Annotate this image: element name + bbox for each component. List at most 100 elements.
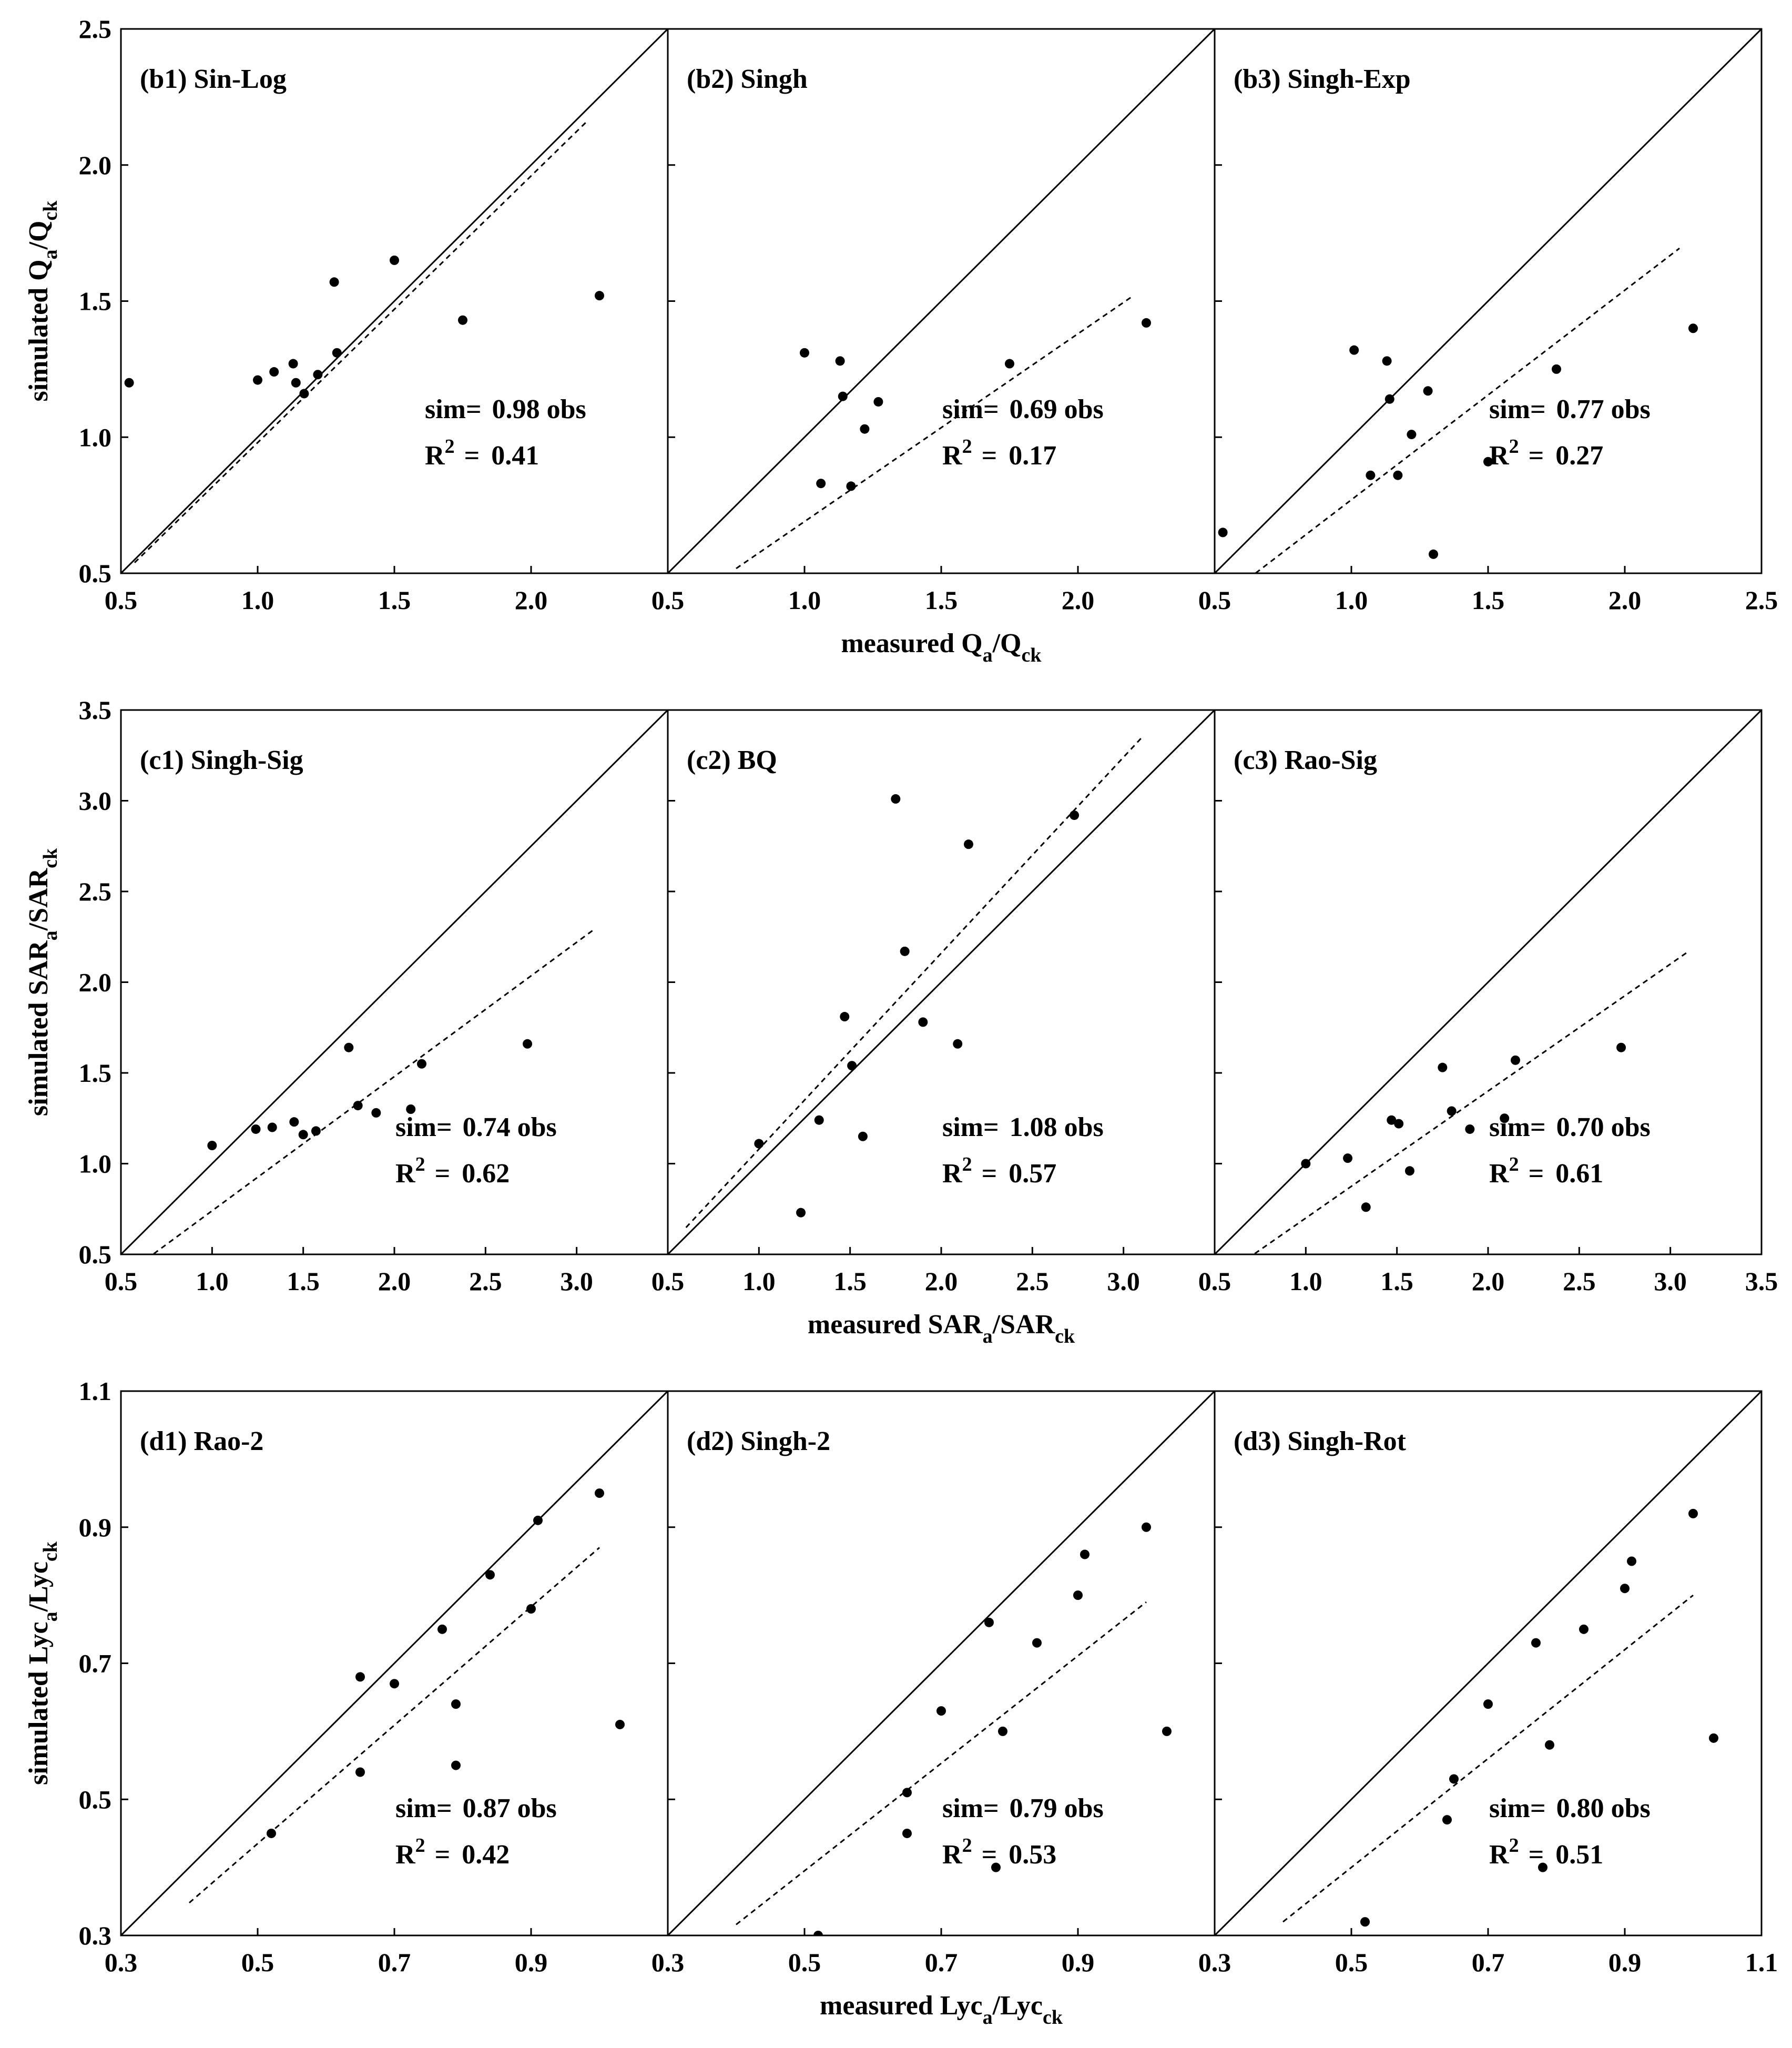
data-point: [332, 348, 342, 358]
y-tick-label: 2.0: [79, 150, 112, 180]
data-point: [451, 1760, 461, 1770]
data-point: [953, 1039, 963, 1049]
sim-label: sim=: [395, 1112, 452, 1142]
fit-line: [736, 1601, 1147, 1925]
data-point: [900, 946, 910, 956]
x-axis-title-sub1: a: [983, 644, 993, 666]
x-axis-title-sub2: ck: [1043, 2006, 1063, 2029]
data-point: [1404, 1166, 1414, 1176]
panel-frame: [1214, 1390, 1763, 1937]
data-point: [526, 1604, 536, 1614]
r2-eq: =: [435, 1159, 451, 1189]
r2-value: 0.42: [462, 1840, 510, 1870]
y-tick-label: 1.1: [79, 1376, 112, 1406]
r2-annotation: R2 = 0.57: [942, 1153, 1056, 1189]
x-tick-label: 0.9: [1062, 1948, 1095, 1977]
x-tick-label: 2.5: [1745, 585, 1778, 615]
panel-title: (b2) Singh: [687, 64, 808, 94]
slope-annotation: sim= 0.87 obs: [395, 1793, 557, 1823]
x-tick-label: 2.0: [925, 1266, 958, 1296]
slope-value: 0.87 obs: [463, 1793, 557, 1823]
data-point: [371, 1108, 381, 1118]
panel-frame: [1214, 28, 1763, 574]
x-tick-label: 1.0: [742, 1266, 776, 1296]
data-point: [873, 397, 883, 407]
data-point: [417, 1059, 426, 1069]
data-point: [267, 1828, 276, 1838]
r2-annotation: R2 = 0.61: [1489, 1153, 1603, 1189]
y-axis-title-sub1: a: [39, 930, 62, 940]
slope-annotation: sim= 0.69 obs: [942, 394, 1104, 424]
y-tick-label: 2.0: [79, 968, 112, 997]
x-axis-title-main: measured Lyc: [820, 1991, 983, 2021]
data-point: [299, 389, 309, 399]
sim-label: sim=: [942, 394, 999, 424]
r2-eq: =: [1529, 1159, 1544, 1189]
r2-eq: =: [1529, 1840, 1544, 1870]
x-axis-title-mid: /SAR: [992, 1310, 1056, 1340]
one-to-one-line: [668, 710, 1215, 1254]
data-point: [1032, 1638, 1042, 1648]
y-axis-title: simulated Qa/Qck: [24, 200, 62, 402]
x-axis-title-main: measured Q: [841, 628, 982, 658]
data-point: [1360, 1917, 1370, 1927]
fit-line: [153, 928, 596, 1254]
y-axis-title-sub1: a: [39, 1611, 62, 1621]
x-axis-title-main: measured SAR: [808, 1310, 983, 1340]
data-point: [1688, 1508, 1698, 1518]
data-point: [1442, 1815, 1452, 1825]
r2-value: 0.17: [1009, 441, 1056, 471]
data-point: [485, 1570, 495, 1580]
y-axis-title-main: simulated SAR: [24, 940, 54, 1116]
r2-sup: 2: [1509, 435, 1519, 458]
data-point: [1616, 1042, 1626, 1052]
data-point: [991, 1862, 1001, 1872]
data-point: [353, 1101, 363, 1111]
slope-annotation: sim= 0.80 obs: [1489, 1793, 1651, 1823]
r2-eq: =: [464, 441, 480, 471]
y-tick-label: 1.0: [79, 1149, 112, 1179]
r2-eq: =: [435, 1840, 451, 1870]
data-point: [329, 277, 339, 287]
data-point: [1538, 1862, 1547, 1872]
data-point: [1366, 470, 1376, 480]
fit-line: [189, 1547, 600, 1904]
data-point: [816, 479, 826, 489]
x-tick-label: 1.0: [241, 585, 274, 615]
data-point: [1349, 345, 1359, 355]
x-axis-title-mid: /Lyc: [992, 1991, 1043, 2021]
x-tick-label: 1.0: [1335, 585, 1368, 615]
slope-value: 1.08 obs: [1010, 1112, 1104, 1142]
x-tick-label: 0.3: [651, 1948, 685, 1977]
fit-line: [1254, 950, 1689, 1254]
data-point: [615, 1719, 625, 1729]
data-point: [1447, 1106, 1457, 1116]
data-point: [796, 1208, 806, 1218]
data-point: [355, 1672, 365, 1682]
sim-label: sim=: [942, 1112, 999, 1142]
y-tick-label: 1.5: [79, 287, 112, 316]
data-point: [355, 1767, 365, 1777]
data-point: [835, 356, 845, 366]
data-point: [298, 1130, 308, 1140]
slope-annotation: sim= 0.70 obs: [1489, 1112, 1651, 1142]
x-tick-label: 2.0: [515, 585, 548, 615]
data-point: [1483, 457, 1493, 467]
fit-line: [134, 121, 587, 563]
slope-annotation: sim= 1.08 obs: [942, 1112, 1104, 1142]
x-tick-label: 2.0: [1062, 585, 1095, 615]
x-tick-label: 0.5: [241, 1948, 274, 1977]
data-point: [846, 481, 856, 491]
y-tick-label: 1.0: [79, 422, 112, 452]
data-point: [595, 291, 604, 301]
sim-label: sim=: [1489, 1112, 1546, 1142]
data-point: [1384, 394, 1394, 404]
sim-label: sim=: [942, 1793, 999, 1823]
y-axis-title: simulated SARa/SARck: [24, 848, 62, 1116]
data-point: [984, 1617, 994, 1627]
data-point: [1394, 1119, 1404, 1129]
x-tick-label: 0.9: [1608, 1948, 1642, 1977]
data-point: [858, 1131, 868, 1141]
data-point: [390, 1679, 399, 1689]
x-tick-label: 1.5: [1380, 1266, 1413, 1296]
